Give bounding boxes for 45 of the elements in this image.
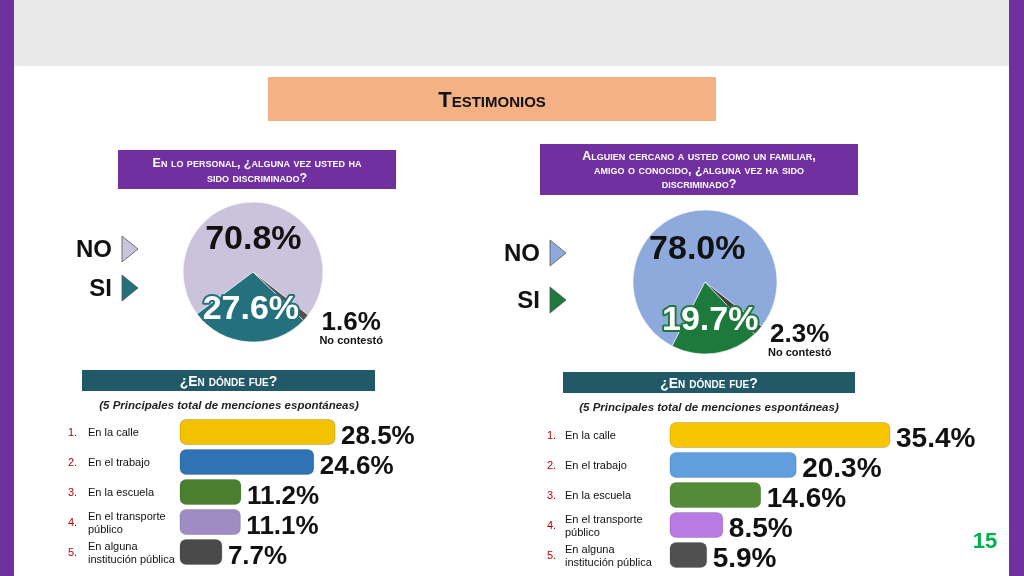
bar — [669, 452, 797, 478]
data-label: 14.6% — [766, 482, 847, 513]
bar — [179, 539, 223, 565]
chart-subtitle: (5 Principales total de menciones espontáneas) — [99, 399, 359, 411]
data-label: 1.6% — [321, 306, 381, 337]
data-label: 11.1% — [246, 510, 319, 540]
slice-label: No contestó — [767, 346, 832, 359]
data-label: 78.0% — [649, 228, 746, 267]
data-label: 5.9% — [712, 542, 777, 573]
bar — [669, 422, 891, 448]
slice-label: No contestó — [319, 334, 384, 347]
data-label: 2.3% — [770, 318, 830, 349]
text: 15 — [972, 528, 998, 553]
data-label: 7.7% — [227, 540, 288, 570]
y-tick-label: 3. En la escuela — [68, 486, 155, 498]
legend-label: NO — [504, 239, 540, 266]
bar — [669, 542, 707, 568]
bar — [179, 419, 336, 445]
bar — [179, 509, 241, 535]
y-tick-label: 1. En la calle — [547, 429, 616, 441]
chart-title: ¿En dónde fue? — [660, 374, 758, 391]
bar — [179, 449, 315, 475]
chart-title: ¿En dónde fue? — [179, 372, 278, 389]
data-label: 28.5% — [341, 420, 415, 450]
y-tick-label: 2. En el trabajo — [547, 459, 627, 471]
legend-label: SI — [517, 286, 540, 313]
chart-title: Alguien cercano a usted como un familiar, amigo o conocido, ¿alguna vez ha sido discriminado? — [582, 149, 816, 191]
bar — [669, 482, 762, 508]
data-label: 8.5% — [728, 512, 793, 543]
y-tick-label: 2. En el trabajo — [68, 456, 150, 468]
legend-label: NO — [76, 235, 112, 262]
data-label: 20.3% — [802, 452, 882, 483]
y-tick-label: 1. En la calle — [68, 426, 139, 438]
y-tick-label: 3. En la escuela — [547, 489, 632, 501]
chart-subtitle: (5 Principales total de menciones espontáneas) — [579, 401, 839, 413]
data-label: 27.6% — [202, 288, 300, 327]
data-label: 24.6% — [319, 450, 394, 480]
bar — [179, 479, 242, 505]
bar — [669, 512, 724, 538]
text: Testimonios — [438, 87, 546, 112]
data-label: 70.8% — [205, 218, 302, 257]
chart-title: En lo personal, ¿alguna vez usted ha sido discriminado? — [152, 155, 362, 185]
data-label: 11.2% — [246, 480, 320, 510]
legend-label: SI — [89, 274, 112, 301]
data-label: 35.4% — [896, 422, 976, 453]
